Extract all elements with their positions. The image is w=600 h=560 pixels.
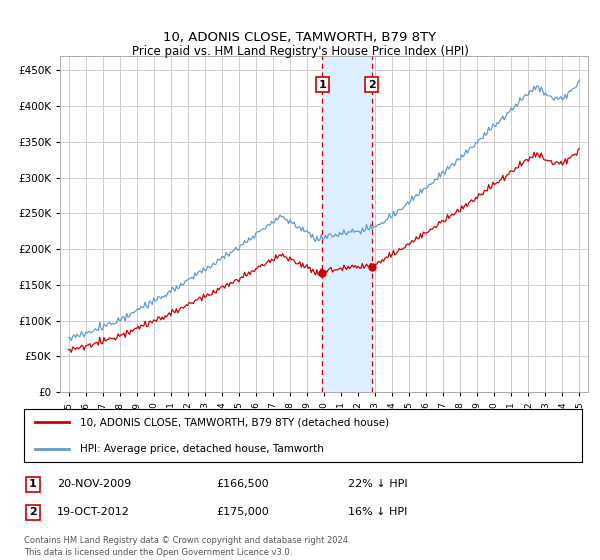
Text: 22% ↓ HPI: 22% ↓ HPI <box>348 479 407 489</box>
Text: 10, ADONIS CLOSE, TAMWORTH, B79 8TY: 10, ADONIS CLOSE, TAMWORTH, B79 8TY <box>163 31 437 44</box>
Bar <box>322 56 371 392</box>
Text: 10, ADONIS CLOSE, TAMWORTH, B79 8TY (detached house): 10, ADONIS CLOSE, TAMWORTH, B79 8TY (det… <box>80 417 389 427</box>
Text: Contains HM Land Registry data © Crown copyright and database right 2024.
This d: Contains HM Land Registry data © Crown c… <box>24 536 350 557</box>
Text: 19-OCT-2012: 19-OCT-2012 <box>57 507 130 517</box>
Text: 20-NOV-2009: 20-NOV-2009 <box>57 479 131 489</box>
Text: HPI: Average price, detached house, Tamworth: HPI: Average price, detached house, Tamw… <box>80 444 323 454</box>
Text: 2: 2 <box>29 507 37 517</box>
Text: £175,000: £175,000 <box>216 507 269 517</box>
Text: £166,500: £166,500 <box>216 479 269 489</box>
Text: 1: 1 <box>29 479 37 489</box>
Text: Price paid vs. HM Land Registry's House Price Index (HPI): Price paid vs. HM Land Registry's House … <box>131 45 469 58</box>
Text: 1: 1 <box>319 80 326 90</box>
Text: 2: 2 <box>368 80 376 90</box>
Text: 16% ↓ HPI: 16% ↓ HPI <box>348 507 407 517</box>
